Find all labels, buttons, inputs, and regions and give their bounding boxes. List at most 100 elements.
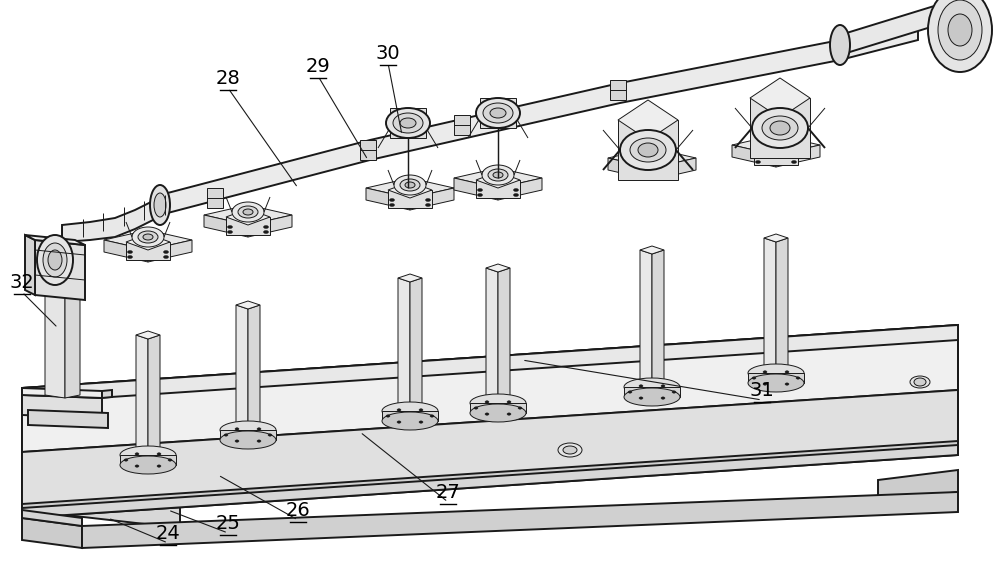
Polygon shape <box>608 158 652 180</box>
Polygon shape <box>618 100 678 140</box>
Polygon shape <box>25 235 35 295</box>
Ellipse shape <box>390 199 394 202</box>
Ellipse shape <box>478 194 482 196</box>
Ellipse shape <box>400 118 416 128</box>
Ellipse shape <box>400 179 420 191</box>
Ellipse shape <box>638 143 658 157</box>
Polygon shape <box>160 20 918 215</box>
Polygon shape <box>204 215 248 237</box>
Polygon shape <box>410 278 422 410</box>
Polygon shape <box>22 510 82 526</box>
Ellipse shape <box>620 130 676 170</box>
Polygon shape <box>28 410 108 428</box>
Polygon shape <box>120 455 176 465</box>
Polygon shape <box>750 78 810 118</box>
Ellipse shape <box>228 230 232 234</box>
Ellipse shape <box>128 251 132 253</box>
Ellipse shape <box>752 377 756 379</box>
Ellipse shape <box>478 189 482 191</box>
Polygon shape <box>22 325 958 452</box>
Ellipse shape <box>796 377 800 379</box>
Ellipse shape <box>143 234 153 240</box>
Polygon shape <box>148 240 192 262</box>
Ellipse shape <box>393 113 423 133</box>
Ellipse shape <box>661 397 665 399</box>
Ellipse shape <box>135 453 139 455</box>
Polygon shape <box>236 305 248 429</box>
Ellipse shape <box>164 256 168 258</box>
Polygon shape <box>610 80 626 100</box>
Ellipse shape <box>770 121 790 135</box>
Polygon shape <box>476 172 520 188</box>
Polygon shape <box>248 305 260 429</box>
Polygon shape <box>126 242 170 260</box>
Polygon shape <box>398 274 422 282</box>
Polygon shape <box>366 178 454 198</box>
Polygon shape <box>126 234 170 250</box>
Ellipse shape <box>760 132 792 152</box>
Polygon shape <box>22 452 180 528</box>
Polygon shape <box>454 178 498 200</box>
Ellipse shape <box>157 465 161 467</box>
Polygon shape <box>382 411 438 421</box>
Ellipse shape <box>470 394 526 412</box>
Ellipse shape <box>257 428 261 430</box>
Polygon shape <box>25 235 85 245</box>
Polygon shape <box>776 238 788 372</box>
Polygon shape <box>148 335 160 454</box>
Ellipse shape <box>482 165 514 185</box>
Polygon shape <box>102 390 112 398</box>
Polygon shape <box>486 264 510 272</box>
Text: 27: 27 <box>436 483 460 502</box>
Ellipse shape <box>228 226 232 229</box>
Polygon shape <box>390 108 426 138</box>
Polygon shape <box>136 331 160 339</box>
Ellipse shape <box>938 0 982 60</box>
Ellipse shape <box>756 160 761 163</box>
Ellipse shape <box>224 434 228 436</box>
Ellipse shape <box>661 385 665 387</box>
Ellipse shape <box>485 413 489 415</box>
Polygon shape <box>652 250 664 386</box>
Ellipse shape <box>235 440 239 443</box>
Polygon shape <box>388 182 432 198</box>
Polygon shape <box>248 215 292 237</box>
Ellipse shape <box>668 173 672 176</box>
Polygon shape <box>486 268 498 402</box>
Text: 25: 25 <box>216 514 240 533</box>
Ellipse shape <box>632 168 637 172</box>
Ellipse shape <box>624 388 680 406</box>
Ellipse shape <box>628 391 632 393</box>
Ellipse shape <box>763 371 767 373</box>
Ellipse shape <box>243 209 253 215</box>
Ellipse shape <box>762 116 798 140</box>
Polygon shape <box>82 492 958 548</box>
Ellipse shape <box>752 108 808 148</box>
Polygon shape <box>35 240 85 300</box>
Ellipse shape <box>748 374 804 392</box>
Text: 26: 26 <box>286 501 310 520</box>
Polygon shape <box>65 290 80 398</box>
Ellipse shape <box>132 227 164 247</box>
Polygon shape <box>470 403 526 413</box>
Text: 31: 31 <box>750 381 774 400</box>
Polygon shape <box>398 278 410 410</box>
Ellipse shape <box>558 443 582 457</box>
Polygon shape <box>754 147 798 165</box>
Polygon shape <box>22 325 958 452</box>
Polygon shape <box>226 209 270 225</box>
Ellipse shape <box>135 465 139 467</box>
Ellipse shape <box>382 402 438 420</box>
Polygon shape <box>204 205 292 225</box>
Polygon shape <box>410 188 454 210</box>
Ellipse shape <box>672 391 676 393</box>
Ellipse shape <box>785 371 789 373</box>
Ellipse shape <box>43 243 67 277</box>
Ellipse shape <box>928 0 992 72</box>
Polygon shape <box>640 250 652 386</box>
Ellipse shape <box>419 409 423 411</box>
Ellipse shape <box>426 203 430 207</box>
Polygon shape <box>776 145 820 167</box>
Ellipse shape <box>474 407 478 409</box>
Ellipse shape <box>232 202 264 222</box>
